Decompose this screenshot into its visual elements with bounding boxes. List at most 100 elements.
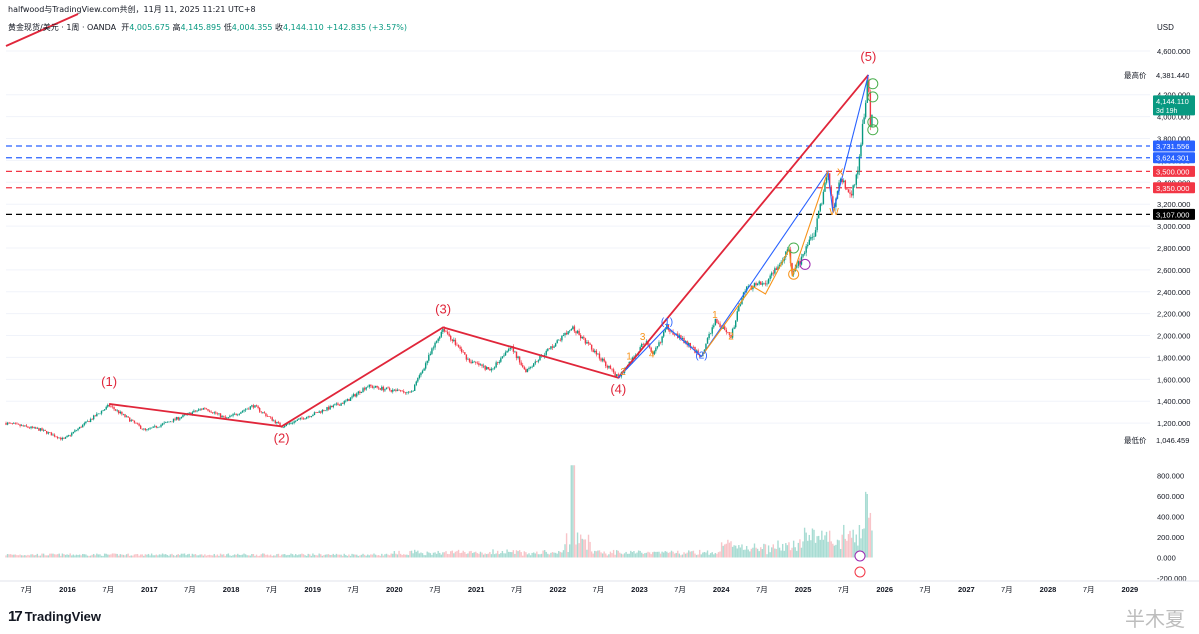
volume-bar [451, 550, 453, 558]
low-label: 低 [223, 23, 232, 32]
volume-bar [122, 554, 125, 558]
candle-body [694, 347, 696, 353]
candle-body [108, 404, 111, 407]
candle-body [39, 428, 42, 431]
volume-bar [727, 539, 729, 558]
candle-body [598, 353, 601, 359]
volume-bar [578, 543, 580, 558]
price-label-box [1153, 95, 1195, 116]
symbol-legend[interactable]: 黄金现货/美元 · 1周 · OANDA 开4,005.675 高4,145.8… [8, 22, 407, 33]
candle-body [529, 366, 532, 368]
candle-body [124, 414, 126, 417]
volume-bar [658, 551, 660, 558]
candle-body [526, 368, 529, 373]
candle-body [139, 425, 142, 429]
volume-bar [67, 554, 70, 558]
horizontal-levels [6, 145, 1150, 216]
volume-bar [124, 555, 126, 558]
candle-body [296, 419, 298, 421]
time-tick-label: 7月 [674, 585, 686, 594]
candle-body [171, 421, 173, 423]
candle-body [143, 428, 145, 430]
volume-bar [464, 552, 466, 558]
candle-body [111, 406, 114, 408]
candle-body [647, 341, 649, 346]
candle-body [767, 278, 770, 284]
candle-body [166, 421, 168, 423]
volume-bar [171, 553, 173, 558]
volume-bar [440, 554, 443, 558]
candle-body [476, 362, 479, 364]
volume-bar [694, 553, 696, 558]
candle-body [218, 413, 220, 415]
volume-bar [476, 553, 479, 558]
candle-body [736, 311, 738, 321]
candle-body [448, 333, 450, 336]
volume-bar [753, 543, 756, 558]
volume-bar [728, 542, 731, 558]
candle-body [273, 420, 275, 422]
candle-body [717, 322, 720, 324]
symbol-name[interactable]: 黄金现货/美元 · 1周 · OANDA [8, 23, 117, 32]
minor-wave-label: X [837, 168, 844, 179]
candle-body [294, 420, 297, 422]
candle-body [196, 410, 198, 412]
candle-body [38, 428, 40, 431]
candle-body [614, 372, 616, 377]
candle-body [144, 428, 147, 431]
candle-body [103, 409, 106, 411]
volume-bar [695, 554, 698, 558]
volume-bar [434, 552, 436, 558]
volume-bar [553, 552, 555, 558]
volume-bar [507, 551, 510, 558]
candle-body [310, 416, 313, 417]
candle-body [864, 102, 867, 118]
time-tick-label: 2025 [795, 585, 812, 594]
candle-body [379, 388, 381, 390]
lightning-event-icon [854, 550, 866, 562]
candle-body [188, 412, 190, 414]
candle-body [641, 343, 643, 348]
candle-body [745, 286, 748, 292]
minor-wave-label: (2) [695, 351, 707, 362]
time-tick-label: 2026 [876, 585, 893, 594]
volume-bar [432, 552, 435, 558]
candle-body [724, 326, 726, 330]
time-tick-label: 2017 [141, 585, 158, 594]
candle-body [772, 272, 774, 274]
volume-bar [71, 555, 73, 558]
time-axis[interactable]: 7月 2016 7月 2017 7月 2018 7月 2019 7月 2020 7月 2021 7月 20… [0, 580, 1199, 594]
volume-bar [539, 554, 541, 558]
volume-bar [518, 550, 521, 558]
candle-body [36, 428, 39, 429]
volume-bar [387, 554, 389, 558]
candle-body [221, 415, 223, 418]
candle-body [608, 365, 610, 368]
price-axis[interactable]: 4,600.0004,200.0004,000.0003,800.0003,60… [1121, 0, 1199, 600]
volume-bar [237, 553, 239, 558]
volume-bar [738, 545, 740, 558]
volume-bar [216, 554, 219, 558]
volume-bar [565, 533, 568, 558]
candle-body [401, 390, 403, 392]
candle-body [49, 432, 51, 433]
volume-bar [614, 554, 616, 558]
candle-body [423, 368, 425, 371]
tradingview-brand[interactable]: 17 TradingView [8, 608, 101, 625]
candle-body [113, 407, 115, 410]
volume-bar [496, 550, 499, 558]
candle-body [846, 188, 848, 190]
candle-body [82, 424, 84, 428]
price-tick-label: 1,800.000 [1157, 353, 1190, 362]
time-tick-label: 7月 [429, 585, 441, 594]
volume-bar [28, 555, 31, 558]
price-tick-label: 2,600.000 [1157, 266, 1190, 275]
volume-bar [584, 539, 587, 558]
volume-bar [302, 554, 305, 558]
candle-body [487, 367, 489, 369]
volume-bar [637, 550, 640, 558]
candle-body [35, 427, 37, 429]
volume-bar [204, 554, 206, 558]
candle-body [5, 423, 7, 425]
